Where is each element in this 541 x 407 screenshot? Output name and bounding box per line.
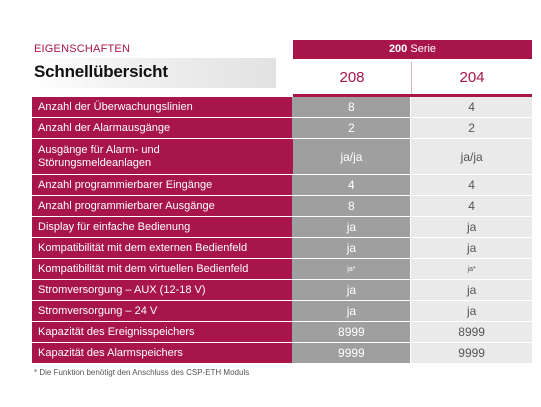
value-208: ja/ja [292, 139, 412, 174]
footnote: * Die Funktion benötigt den Anschluss de… [34, 368, 250, 377]
row-label: Display für einfache Bedienung [32, 217, 293, 237]
table-row: Stromversorgung – 24 V ja ja [32, 301, 532, 322]
value-208: ja [292, 217, 412, 237]
table-row: Kompatibilität mit dem virtuellen Bedien… [32, 259, 532, 280]
comparison-table: Anzahl der Überwachungslinien 8 4 Anzahl… [32, 97, 532, 364]
model-header-204: 204 [412, 62, 532, 94]
table-row: Anzahl der Alarmausgänge 2 2 [32, 118, 532, 139]
title-background [32, 58, 276, 88]
table-row: Anzahl der Überwachungslinien 8 4 [32, 97, 532, 118]
row-label: Anzahl programmierbarer Ausgänge [32, 196, 293, 216]
header-divider [293, 94, 532, 97]
value-204: ja* [411, 259, 532, 279]
table-row: Anzahl programmierbarer Eingänge 4 4 [32, 175, 532, 196]
row-label: Anzahl programmierbarer Eingänge [32, 175, 293, 195]
section-label: EIGENSCHAFTEN [34, 43, 131, 55]
row-label: Stromversorgung – AUX (12-18 V) [32, 280, 293, 300]
value-208: 8 [292, 196, 412, 216]
series-header: 200 Serie [293, 40, 532, 59]
value-204: 2 [411, 118, 532, 138]
row-label: Anzahl der Überwachungslinien [32, 97, 293, 117]
row-label: Kapazität des Ereignisspeichers [32, 322, 293, 342]
value-208: ja [292, 238, 412, 258]
value-204: 9999 [411, 343, 532, 363]
table-row: Ausgänge für Alarm- und Störungsmeldeanl… [32, 139, 532, 175]
value-204: 8999 [411, 322, 532, 342]
model-header-208: 208 [293, 62, 412, 94]
value-204: 4 [411, 97, 532, 117]
value-208: ja [292, 280, 412, 300]
value-208: 8 [292, 97, 412, 117]
value-208: 8999 [292, 322, 412, 342]
value-208: 2 [292, 118, 412, 138]
value-204: ja [411, 217, 532, 237]
table-row: Display für einfache Bedienung ja ja [32, 217, 532, 238]
value-204: ja/ja [411, 139, 532, 174]
value-204: 4 [411, 196, 532, 216]
value-204: 4 [411, 175, 532, 195]
series-number: 200 [388, 43, 408, 55]
value-208: 9999 [292, 343, 412, 363]
table-row: Stromversorgung – AUX (12-18 V) ja ja [32, 280, 532, 301]
value-208: 4 [292, 175, 412, 195]
row-label: Kompatibilität mit dem externen Bedienfe… [32, 238, 293, 258]
row-label: Stromversorgung – 24 V [32, 301, 293, 321]
value-204: ja [411, 280, 532, 300]
table-row: Kapazität des Ereignisspeichers 8999 899… [32, 322, 532, 343]
series-word: Serie [410, 43, 437, 55]
value-204: ja [411, 238, 532, 258]
row-label: Kapazität des Alarmspeichers [32, 343, 293, 363]
value-208: ja* [292, 259, 412, 279]
row-label: Ausgänge für Alarm- und Störungsmeldeanl… [32, 139, 293, 174]
value-208: ja [292, 301, 412, 321]
table-row: Kompatibilität mit dem externen Bedienfe… [32, 238, 532, 259]
table-row: Kapazität des Alarmspeichers 9999 9999 [32, 343, 532, 364]
row-label: Anzahl der Alarmausgänge [32, 118, 293, 138]
row-label: Kompatibilität mit dem virtuellen Bedien… [32, 259, 293, 279]
table-row: Anzahl programmierbarer Ausgänge 8 4 [32, 196, 532, 217]
page-title: Schnellübersicht [34, 62, 168, 81]
value-204: ja [411, 301, 532, 321]
